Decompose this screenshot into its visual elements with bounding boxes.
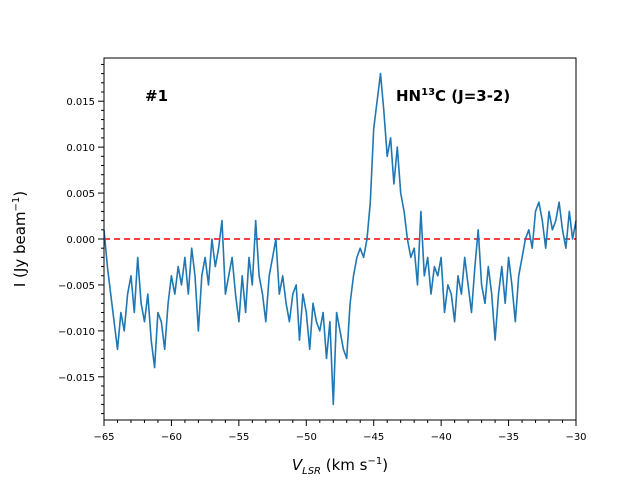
x-axis-title-unit-sup: −1 (368, 456, 383, 467)
x-tick-label: −40 (431, 432, 452, 443)
x-axis-ticks: −65 −60 −55 −50 −45 −40 −35 −30 (93, 420, 587, 443)
y-tick-label: −0.015 (58, 373, 95, 384)
line-label: HN13C (J=3-2) (396, 87, 510, 105)
x-tick-label: −30 (565, 432, 586, 443)
x-tick-label: −45 (363, 432, 384, 443)
line-label-sup: 13 (421, 87, 435, 98)
x-tick-label: −50 (296, 432, 317, 443)
x-tick-label: −65 (93, 432, 114, 443)
x-axis-title-main: V (292, 456, 304, 474)
x-tick-label: −60 (161, 432, 182, 443)
y-tick-label: 0.015 (66, 97, 95, 108)
y-tick-label: 0.010 (66, 143, 95, 154)
y-axis-title: I (Jy beam−1) (11, 191, 29, 287)
y-axis-title-main: I (Jy beam (11, 211, 29, 287)
x-tick-label: −35 (498, 432, 519, 443)
y-axis-title-close: ) (11, 191, 29, 197)
line-label-rest: C (J=3-2) (435, 87, 510, 105)
y-tick-label: 0.005 (66, 189, 95, 200)
y-tick-label: −0.010 (58, 327, 95, 338)
y-axis-ticks: −0.015 −0.010 −0.005 0.000 0.005 0.010 0.015 (58, 63, 104, 415)
y-tick-label: −0.005 (58, 281, 95, 292)
x-axis-title-close: ) (382, 456, 388, 474)
x-axis-title: VLSR (km s−1) (292, 456, 388, 477)
x-tick-label: −55 (228, 432, 249, 443)
line-label-main: HN (396, 87, 421, 105)
plot-frame (103, 57, 577, 421)
y-tick-label: 0.000 (66, 235, 95, 246)
spectrum-series-line (103, 72, 577, 406)
x-axis-title-unit: (km s (321, 456, 368, 474)
y-axis-title-sup: −1 (11, 197, 22, 212)
x-axis-title-sub: LSR (302, 466, 321, 477)
panel-label: #1 (145, 87, 168, 105)
